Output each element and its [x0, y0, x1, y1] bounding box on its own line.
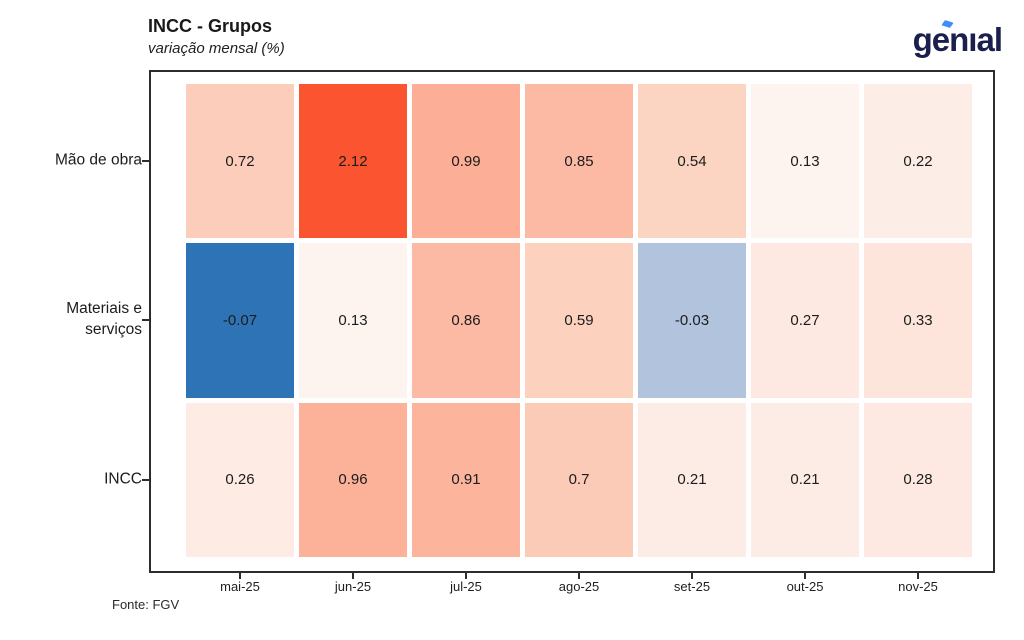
- heatmap-cell: 0.96: [299, 402, 407, 557]
- cell-value: 0.91: [451, 471, 481, 489]
- y-axis-label: Mão de obra: [54, 151, 142, 169]
- x-axis-tick: [465, 573, 467, 579]
- heatmap-cell: 0.22: [864, 84, 972, 239]
- heatmap-cell: 0.99: [412, 84, 520, 239]
- source-note: Fonte: FGV: [112, 597, 180, 612]
- cell-value: 0.26: [225, 471, 255, 489]
- x-axis-label: mai-25: [220, 579, 260, 594]
- cell-value: 0.21: [677, 471, 707, 489]
- heatmap-cell: 0.91: [412, 402, 520, 557]
- x-axis-label: set-25: [673, 579, 711, 594]
- cell-value: 0.33: [903, 311, 933, 329]
- cell-value: 0.28: [903, 471, 933, 489]
- cell-value: -0.07: [222, 311, 258, 329]
- heatmap-cell: 0.21: [638, 402, 746, 557]
- heatmap-cell: 0.33: [864, 243, 972, 398]
- heatmap-cell: 2.12: [299, 84, 407, 239]
- cell-value: 0.85: [564, 152, 594, 170]
- cell-value: -0.03: [674, 311, 710, 329]
- x-axis-tick: [917, 573, 919, 579]
- x-axis-tick: [352, 573, 354, 579]
- cell-value: 0.72: [225, 152, 255, 170]
- heatmap-cell: 0.13: [751, 84, 859, 239]
- heatmap-cell: 0.21: [751, 402, 859, 557]
- heatmap-cell: 0.59: [525, 243, 633, 398]
- chart-title: INCC - Grupos: [148, 16, 272, 36]
- genial-logo-text: genıal: [912, 21, 1003, 58]
- heatmap-cell: 0.86: [412, 243, 520, 398]
- chart-subtitle: variação mensal (%): [148, 40, 285, 57]
- heatmap-panel: 0.72 2.12 0.99 0.85 0.54 0.13 0.22 -0.07 0.13 0.8…: [149, 70, 995, 573]
- heatmap-cell: 0.85: [525, 84, 633, 239]
- cell-value: 2.12: [338, 152, 368, 170]
- cell-value: 0.21: [790, 471, 820, 489]
- y-axis-label: Materiais e serviços: [66, 300, 142, 339]
- x-axis-label: jul-25: [450, 579, 482, 594]
- x-axis-label: out-25: [786, 579, 824, 594]
- heatmap-cell: 0.54: [638, 84, 746, 239]
- heatmap-cell: 0.7: [525, 402, 633, 557]
- x-axis-tick: [578, 573, 580, 579]
- cell-value: 0.99: [451, 152, 481, 170]
- cell-value: 0.59: [564, 311, 594, 329]
- y-axis-label: INCC: [104, 470, 142, 488]
- cell-value: 0.96: [338, 471, 368, 489]
- cell-value: 0.54: [677, 152, 707, 170]
- cell-value: 0.13: [790, 152, 820, 170]
- x-axis-label: nov-25: [898, 579, 938, 594]
- heatmap-cell: -0.03: [638, 243, 746, 398]
- x-axis-label: jun-25: [334, 579, 372, 594]
- heatmap-cell: 0.72: [186, 84, 294, 239]
- x-axis-label: ago-25: [558, 579, 600, 594]
- cell-value: 0.86: [451, 311, 481, 329]
- cell-value: 0.27: [790, 311, 820, 329]
- x-axis-tick: [239, 573, 241, 579]
- y-axis-tick: [142, 160, 150, 163]
- cell-value: 0.22: [903, 152, 933, 170]
- heatmap-cell: 0.13: [299, 243, 407, 398]
- x-axis-tick: [691, 573, 693, 579]
- y-axis-tick: [142, 319, 150, 322]
- genial-logo: genıal: [912, 18, 1003, 62]
- heatmap-cell: 0.28: [864, 402, 972, 557]
- heatmap-cell: -0.07: [186, 243, 294, 398]
- cell-value: 0.7: [568, 471, 590, 489]
- x-axis-tick: [804, 573, 806, 579]
- heatmap-cell: 0.27: [751, 243, 859, 398]
- y-axis-tick: [142, 478, 150, 481]
- heatmap-cell: 0.26: [186, 402, 294, 557]
- cell-value: 0.13: [338, 311, 368, 329]
